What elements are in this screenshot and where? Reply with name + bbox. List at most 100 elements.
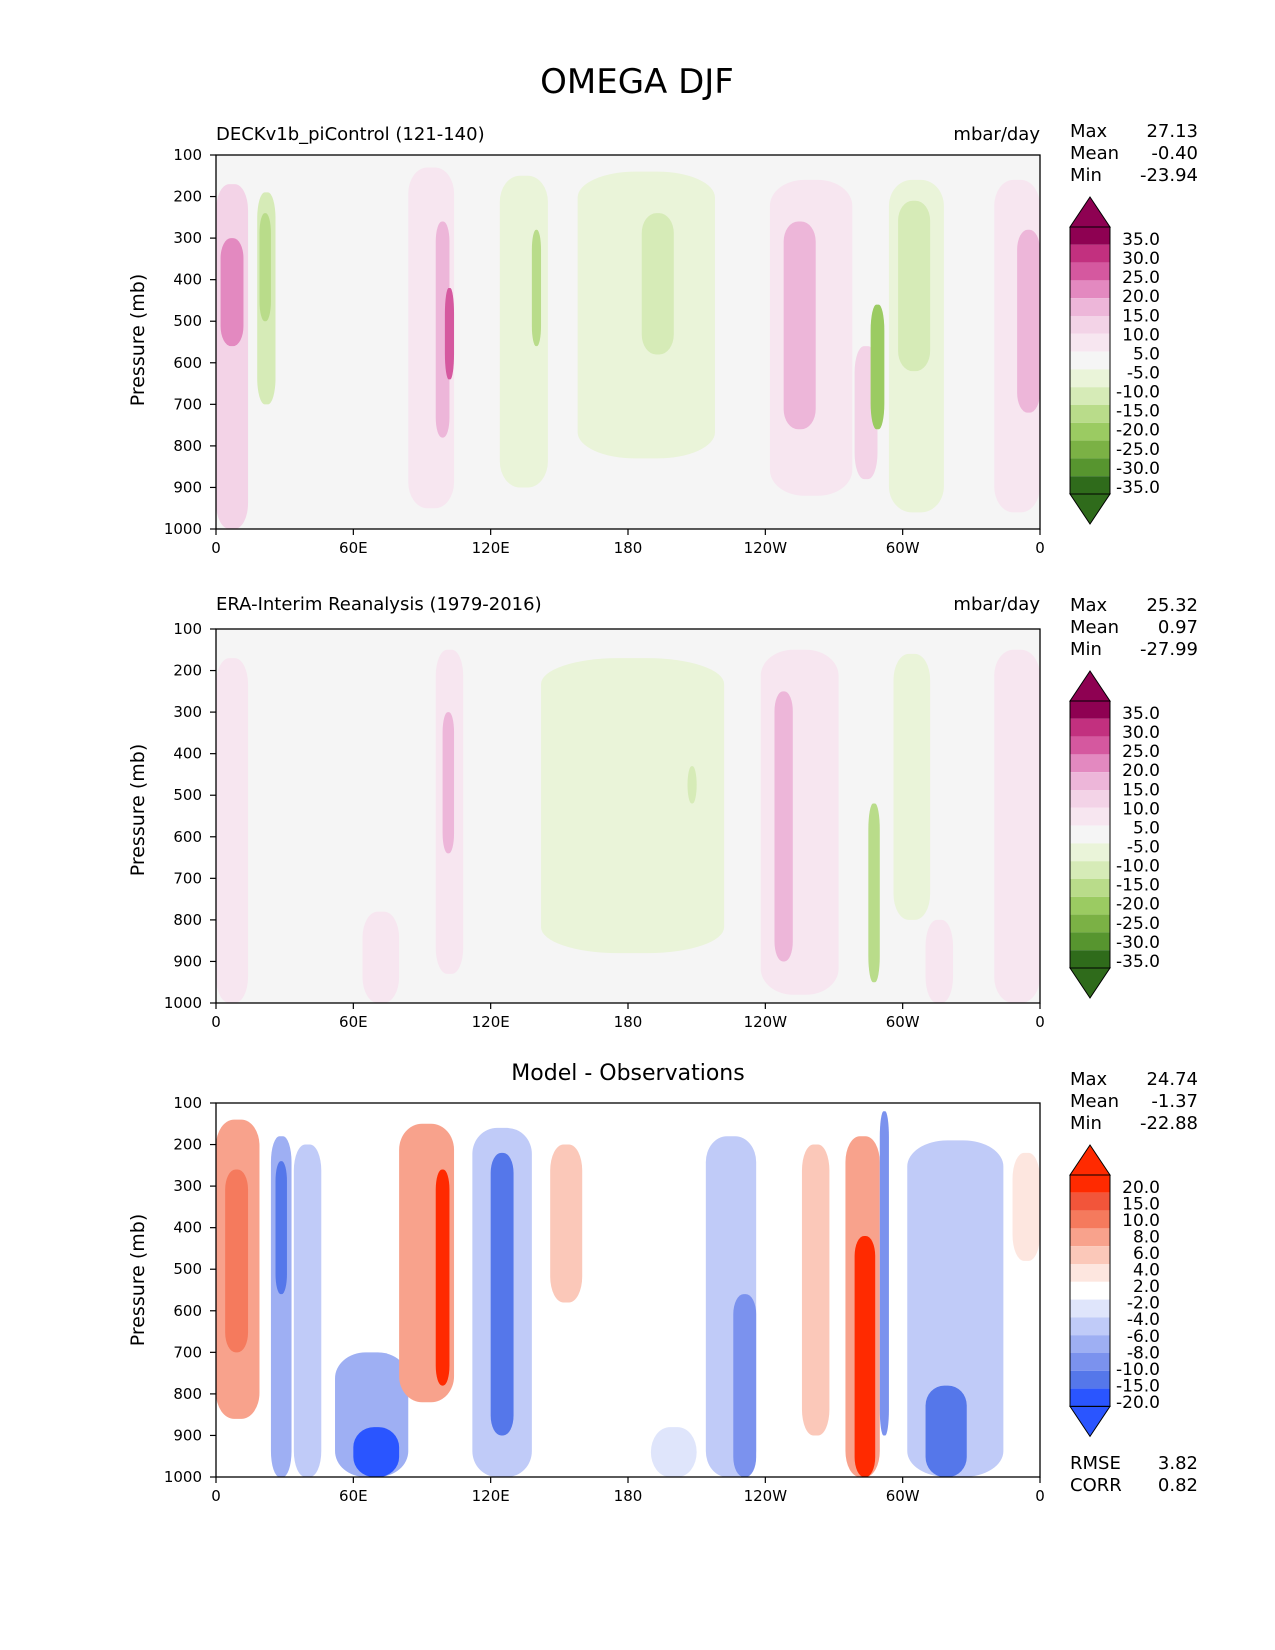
- y-tick-label: 700: [173, 869, 202, 887]
- colorbar-segment: [1070, 1192, 1110, 1211]
- colorbar-label: 20.0: [1122, 1178, 1160, 1198]
- colorbar-segment: [1070, 316, 1110, 334]
- colorbar-frame: [1069, 1174, 1111, 1407]
- y-tick-label: 1000: [164, 1468, 202, 1486]
- contour-core: [220, 238, 244, 347]
- stat-label: Min: [1070, 165, 1102, 186]
- contour-core: [925, 1385, 967, 1477]
- colorbar-label: 5.0: [1133, 818, 1160, 838]
- stat-value: 3.82: [1158, 1453, 1198, 1474]
- contour-core: [774, 691, 793, 962]
- colorbar-segment: [1070, 422, 1110, 441]
- stat-value: -0.40: [1151, 143, 1198, 164]
- colorbar-segment: [1070, 1353, 1110, 1371]
- panel-model: DECKv1b_piControl (121-140) mbar/day Pre…: [127, 121, 1198, 557]
- colorbar-segment: [1070, 440, 1110, 459]
- colorbar-segment: [1070, 914, 1110, 933]
- y-tick-label: 500: [173, 1260, 202, 1278]
- contour-core: [531, 229, 542, 347]
- colorbar-min-arrow: [1069, 493, 1111, 525]
- y-tick-label: 600: [173, 1302, 202, 1320]
- y-tick-label: 1000: [164, 994, 202, 1012]
- colorbar-min-arrow: [1069, 1405, 1111, 1438]
- panel-model-ylabel: Pressure (mb): [127, 274, 149, 407]
- colorbar-label: -2.0: [1127, 1294, 1160, 1314]
- colorbar-frame: [1069, 700, 1111, 969]
- stat-label: RMSE: [1070, 1453, 1121, 1474]
- contour-core: [435, 1169, 450, 1386]
- contour-region: [216, 184, 249, 529]
- panel-diff-ylabel: Pressure (mb): [127, 1214, 149, 1347]
- figure-title: OMEGA DJF: [540, 62, 734, 102]
- colorbar-segment: [1070, 932, 1110, 951]
- contour-region: [760, 649, 839, 995]
- contour-core: [733, 1294, 757, 1477]
- colorbar-segment: [1070, 1228, 1110, 1247]
- colorbar-label: -6.0: [1127, 1327, 1160, 1347]
- colorbar-max-arrow: [1069, 1144, 1111, 1176]
- y-tick-label: 300: [173, 229, 202, 247]
- colorbar-label: -4.0: [1127, 1310, 1160, 1330]
- colorbar-label: 30.0: [1122, 249, 1160, 269]
- x-tick-label: 60W: [886, 1487, 920, 1505]
- y-tick-label: 200: [173, 662, 202, 680]
- colorbar-segment: [1070, 1264, 1110, 1282]
- colorbar-label: 25.0: [1122, 742, 1160, 762]
- colorbar-label: -25.0: [1116, 914, 1160, 934]
- colorbar-segment: [1070, 1370, 1110, 1389]
- stat-label: Mean: [1070, 143, 1119, 164]
- colorbar-label: -15.0: [1116, 876, 1160, 896]
- contour-region: [801, 1144, 830, 1436]
- y-tick-label: 600: [173, 828, 202, 846]
- colorbar-segment: [1070, 280, 1110, 299]
- colorbar-segment: [1070, 736, 1110, 755]
- stat-label: Min: [1070, 1113, 1102, 1134]
- y-tick-label: 400: [173, 745, 202, 763]
- stat-label: Max: [1070, 1069, 1108, 1090]
- contour-region: [1012, 1152, 1040, 1261]
- contour-core: [225, 1169, 249, 1353]
- colorbar-segment: [1070, 405, 1110, 423]
- x-tick-label: 120E: [472, 539, 510, 557]
- y-tick-label: 1000: [164, 520, 202, 538]
- panel-difference: Model - Observations Pressure (mb) Max 24…: [127, 1061, 1198, 1505]
- stat-value: 0.97: [1158, 617, 1198, 638]
- stat-label: CORR: [1070, 1475, 1122, 1496]
- contour-region: [868, 803, 880, 983]
- colorbar-label: 5.0: [1133, 344, 1160, 364]
- colorbar-label: -5.0: [1127, 838, 1160, 858]
- y-tick-label: 100: [173, 620, 202, 638]
- colorbar-label: 35.0: [1122, 704, 1160, 724]
- colorbar-segment: [1070, 262, 1110, 281]
- colorbar-label: -10.0: [1116, 857, 1160, 877]
- colorbar-label: -35.0: [1116, 478, 1160, 498]
- y-tick-label: 800: [173, 1385, 202, 1403]
- colorbar-label: 8.0: [1133, 1228, 1160, 1248]
- colorbar-label: 30.0: [1122, 723, 1160, 743]
- x-tick-label: 120W: [744, 539, 788, 557]
- y-tick-label: 300: [173, 1177, 202, 1195]
- colorbar-segment: [1070, 718, 1110, 737]
- stat-value: -23.94: [1140, 165, 1198, 186]
- colorbar-segment: [1070, 843, 1110, 862]
- contour-region: [879, 1111, 889, 1436]
- colorbar-label: -5.0: [1127, 364, 1160, 384]
- contour-region: [541, 658, 725, 954]
- colorbar-label: 35.0: [1122, 230, 1160, 250]
- y-tick-label: 400: [173, 1219, 202, 1237]
- x-tick-label: 120E: [472, 1013, 510, 1031]
- colorbar-segment: [1070, 879, 1110, 897]
- contour-core: [435, 221, 450, 438]
- colorbar-segment: [1070, 333, 1110, 352]
- colorbar-segment: [1070, 369, 1110, 388]
- colorbar-max-arrow: [1069, 196, 1111, 228]
- colorbar-segment: [1070, 772, 1110, 790]
- colorbar-segment: [1070, 1175, 1110, 1193]
- stat-value: -1.37: [1151, 1091, 1198, 1112]
- colorbar-label: -10.0: [1116, 383, 1160, 403]
- contour-region: [925, 919, 954, 1003]
- y-tick-label: 200: [173, 188, 202, 206]
- colorbar-segment: [1070, 1246, 1110, 1264]
- x-tick-label: 0: [1035, 1013, 1045, 1031]
